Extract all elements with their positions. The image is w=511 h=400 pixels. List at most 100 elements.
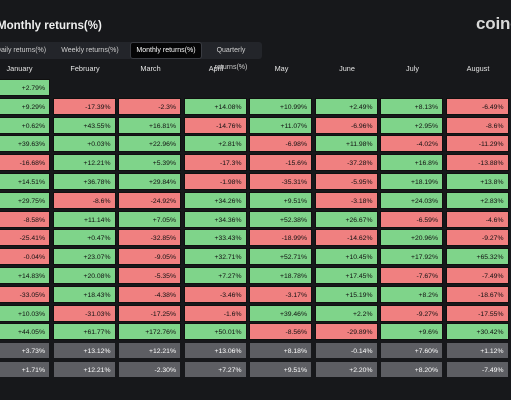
return-cell: +16.81%	[118, 116, 181, 134]
return-cell: +10.03%	[0, 304, 50, 322]
column-header-april: April	[208, 64, 224, 73]
average-cell: +3.73%	[0, 342, 50, 360]
return-cell: +39.46%	[249, 304, 312, 322]
return-cell: -24.92%	[118, 191, 181, 209]
return-cell: -6.98%	[249, 135, 312, 153]
return-cell: -4.02%	[380, 135, 443, 153]
return-cell: -6.96%	[314, 116, 378, 134]
average-cell: +1.12%	[445, 342, 509, 360]
return-cell: +2.49%	[314, 97, 378, 115]
average-cell: +13.06%	[183, 342, 247, 360]
return-cell: -17.39%	[52, 97, 116, 115]
return-cell: +15.19%	[314, 285, 378, 303]
column-header-january: January	[6, 64, 33, 73]
return-cell: +18.43%	[52, 285, 116, 303]
tab-daily-returns[interactable]: Daily returns(%)	[0, 47, 47, 54]
return-cell: +39.63%	[0, 135, 50, 153]
return-cell: -6.59%	[380, 210, 443, 228]
return-cell: +34.26%	[183, 191, 247, 209]
return-cell: +2.79%	[0, 79, 50, 96]
median-cell: +7.27%	[183, 361, 247, 378]
return-cell: +13.8%	[445, 173, 509, 190]
return-cell: -17.3%	[183, 154, 247, 172]
return-cell: +0.47%	[52, 229, 116, 247]
return-cell: -25.41%	[0, 229, 50, 247]
return-cell: -3.18%	[314, 191, 378, 209]
return-cell: -4.6%	[445, 210, 509, 228]
column-header-may: May	[274, 64, 289, 73]
return-cell: -7.67%	[380, 267, 443, 284]
return-cell: +22.96%	[118, 135, 181, 153]
return-cell: +8.13%	[380, 97, 443, 115]
return-cell: -31.03%	[52, 304, 116, 322]
return-cell: +32.71%	[183, 248, 247, 266]
column-header-march: March	[140, 64, 161, 73]
return-cell: +14.51%	[0, 173, 50, 190]
return-cell: +10.99%	[249, 97, 312, 115]
return-cell: -33.05%	[0, 285, 50, 303]
return-cell: -3.46%	[183, 285, 247, 303]
average-cell: +13.12%	[52, 342, 116, 360]
column-header-february: February	[70, 64, 100, 73]
return-cell: -17.55%	[445, 304, 509, 322]
return-cell: +8.2%	[380, 285, 443, 303]
return-cell: -6.49%	[445, 97, 509, 115]
return-cell: +61.77%	[52, 323, 116, 341]
return-cell: +2.81%	[183, 135, 247, 153]
return-cell: -14.76%	[183, 116, 247, 134]
return-cell: -29.89%	[314, 323, 378, 341]
average-cell: +12.21%	[118, 342, 181, 360]
return-cell: +65.32%	[445, 248, 509, 266]
return-cell: +172.76%	[118, 323, 181, 341]
return-cell: -2.3%	[118, 97, 181, 115]
return-cell: +2.83%	[445, 191, 509, 209]
return-cell: +20.08%	[52, 267, 116, 284]
tab-monthly-returns[interactable]: Monthly returns(%)	[130, 42, 202, 59]
return-cell: +14.83%	[0, 267, 50, 284]
return-cell: +16.8%	[380, 154, 443, 172]
tab-quarterly-returns[interactable]: Quarterly returns(%)	[214, 47, 248, 71]
return-cell: -35.31%	[249, 173, 312, 190]
return-cell: +11.98%	[314, 135, 378, 153]
median-cell: +8.20%	[380, 361, 443, 378]
average-cell: -0.14%	[314, 342, 378, 360]
return-cell: +36.78%	[52, 173, 116, 190]
return-cell: +12.21%	[52, 154, 116, 172]
median-cell: +9.51%	[249, 361, 312, 378]
return-cell: +33.43%	[183, 229, 247, 247]
return-cell: +9.29%	[0, 97, 50, 115]
return-cell: -0.04%	[0, 248, 50, 266]
return-cell: +17.92%	[380, 248, 443, 266]
return-cell: +44.05%	[0, 323, 50, 341]
return-cell: +0.62%	[0, 116, 50, 134]
return-cell: +50.01%	[183, 323, 247, 341]
average-cell: +7.60%	[380, 342, 443, 360]
return-cell: +14.08%	[183, 97, 247, 115]
return-cell: +0.03%	[52, 135, 116, 153]
return-cell: +20.96%	[380, 229, 443, 247]
median-cell: +12.21%	[52, 361, 116, 378]
return-cell: +9.51%	[249, 191, 312, 209]
column-header-august: August	[466, 64, 490, 73]
return-cell: +7.05%	[118, 210, 181, 228]
return-cell: -8.6%	[445, 116, 509, 134]
return-cell: +17.45%	[314, 267, 378, 284]
average-cell: +8.18%	[249, 342, 312, 360]
return-cell: -11.29%	[445, 135, 509, 153]
return-cell: +18.19%	[380, 173, 443, 190]
tab-weekly-returns[interactable]: Weekly returns(%)	[61, 47, 119, 54]
return-cell: -1.6%	[183, 304, 247, 322]
return-cell: -8.58%	[0, 210, 50, 228]
median-cell: +2.20%	[314, 361, 378, 378]
return-cell: -37.28%	[314, 154, 378, 172]
return-cell: -9.27%	[445, 229, 509, 247]
return-cell: +43.55%	[52, 116, 116, 134]
page-title: Monthly returns(%)	[0, 20, 102, 32]
return-cell: +5.39%	[118, 154, 181, 172]
return-cell: -1.98%	[183, 173, 247, 190]
return-cell: -15.6%	[249, 154, 312, 172]
return-cell: +23.07%	[52, 248, 116, 266]
return-cell: -16.68%	[0, 154, 50, 172]
return-cell: -17.25%	[118, 304, 181, 322]
